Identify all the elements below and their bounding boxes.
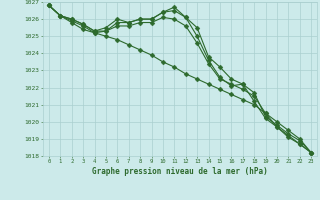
X-axis label: Graphe pression niveau de la mer (hPa): Graphe pression niveau de la mer (hPa) (92, 167, 268, 176)
